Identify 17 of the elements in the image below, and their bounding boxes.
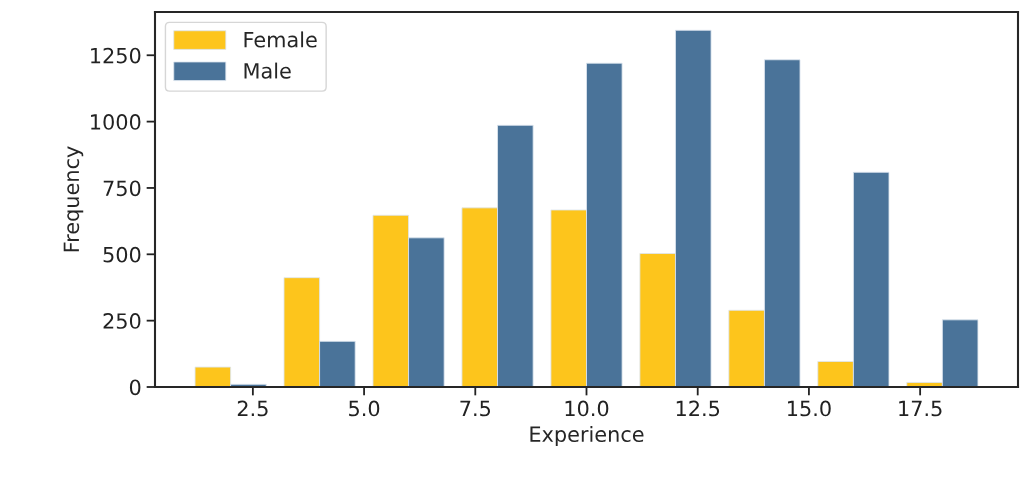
y-tick-label: 500 <box>103 246 141 263</box>
y-tick-label: 0 <box>129 379 141 396</box>
x-tick-label: 7.5 <box>460 400 491 417</box>
y-axis-title: Frequency <box>63 146 84 252</box>
legend-label: Female <box>244 31 317 48</box>
x-tick-label: 10.0 <box>565 400 609 417</box>
x-axis-title: Experience <box>530 425 644 447</box>
x-tick-label: 5.0 <box>349 400 380 417</box>
x-tick-label: 17.5 <box>899 400 942 417</box>
y-tick-label: 1250 <box>91 47 141 64</box>
y-tick-label: 1000 <box>91 114 141 130</box>
y-tick-label: 250 <box>103 313 141 329</box>
x-tick-label: 12.5 <box>676 400 720 417</box>
x-tick-label: 15.0 <box>788 400 831 417</box>
legend-label: Male <box>244 62 291 79</box>
y-tick-label: 750 <box>103 180 141 197</box>
x-tick-label: 2.5 <box>237 400 268 417</box>
